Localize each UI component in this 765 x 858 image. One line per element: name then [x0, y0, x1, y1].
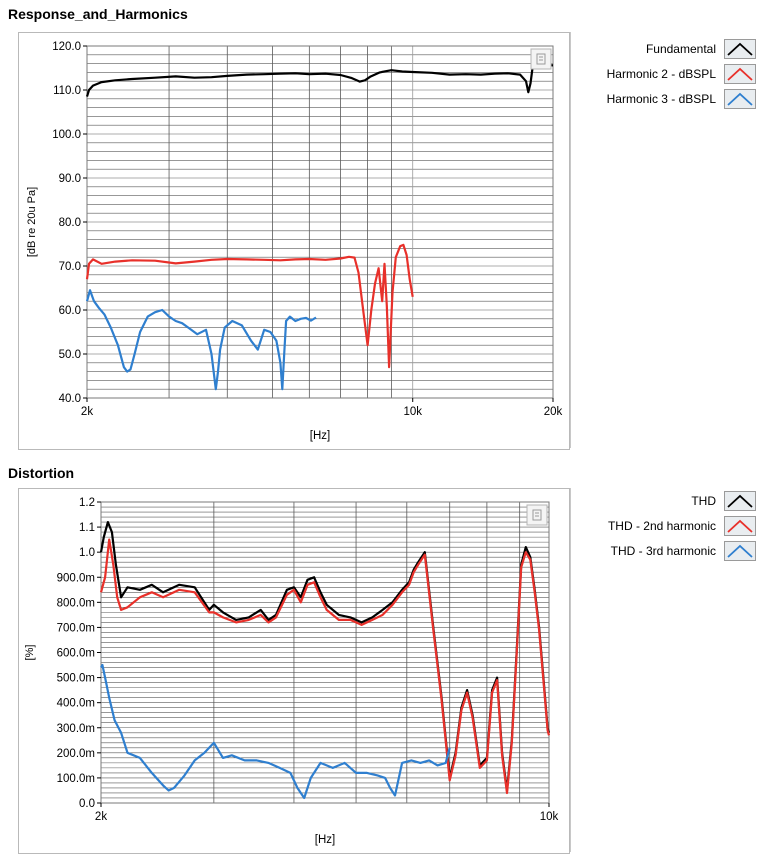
legend-item-fundamental[interactable]: Fundamental [646, 38, 756, 60]
graph-palette-icon[interactable] [526, 504, 548, 526]
y-tick-label: 70.0 [59, 261, 81, 273]
distortion-graph-frame: 0.0 100.0m 200.0m 300.0m 400.0m 500.0m 600.0m 7… [18, 488, 570, 854]
legend-label: Harmonic 2 - dBSPL [606, 67, 716, 81]
y-tick-label: 400.0m [57, 698, 95, 710]
y-axis-label: [dB re 20u Pa] [26, 187, 38, 257]
legend-item-thd-2nd[interactable]: THD - 2nd harmonic [608, 515, 756, 537]
x-tick-label: 2k [81, 406, 93, 418]
response-graph-frame: 40.0 50.0 60.0 70.0 80.0 90.0 100.0 110.0 120.0 2… [18, 32, 570, 450]
y-tick-label: 120.0 [52, 41, 81, 53]
y-tick-label: 0.0 [79, 798, 95, 810]
y-tick-label: 1.0 [79, 547, 95, 559]
x-tick-label: 10k [540, 811, 559, 823]
legend-swatch[interactable] [724, 541, 756, 561]
x-axis-label: [Hz] [310, 430, 330, 442]
legend-swatch[interactable] [724, 516, 756, 536]
y-tick-label: 1.2 [79, 497, 95, 509]
y-tick-label: 80.0 [59, 217, 81, 229]
legend-swatch[interactable] [724, 491, 756, 511]
distortion-legend: THD THD - 2nd harmonic THD - 3rd harmoni… [570, 488, 765, 852]
legend-swatch[interactable] [724, 39, 756, 59]
y-tick-label: 60.0 [59, 305, 81, 317]
legend-swatch[interactable] [724, 89, 756, 109]
y-tick-label: 1.1 [79, 522, 95, 534]
y-tick-label: 300.0m [57, 723, 95, 735]
y-tick-label: 100.0m [57, 773, 95, 785]
legend-item-thd[interactable]: THD [691, 490, 756, 512]
y-tick-label: 500.0m [57, 673, 95, 685]
series-line-3 [100, 663, 451, 800]
legend-label: THD - 2nd harmonic [607, 519, 716, 533]
y-tick-label: 40.0 [59, 393, 81, 405]
legend-label: THD - 3rd harmonic [610, 544, 716, 558]
legend-item-harmonic-2[interactable]: Harmonic 2 - dBSPL [607, 63, 756, 85]
legend-item-harmonic-3[interactable]: Harmonic 3 - dBSPL [607, 88, 756, 110]
series-line-2 [85, 243, 414, 369]
chart-title-response: Response_and_Harmonics [8, 6, 188, 22]
y-tick-label: 90.0 [59, 173, 81, 185]
plot-grid [100, 501, 550, 804]
series-line-2 [99, 538, 551, 795]
graph-palette-icon[interactable] [530, 48, 552, 70]
y-tick-label: 100.0 [52, 129, 81, 141]
series-line-3 [85, 289, 317, 391]
y-tick-label: 200.0m [57, 748, 95, 760]
x-tick-label: 10k [403, 406, 422, 418]
y-tick-label: 110.0 [53, 85, 81, 97]
y-tick-label: 800.0m [57, 597, 95, 609]
response-chart: 40.0 50.0 60.0 70.0 80.0 90.0 100.0 110.0 120.0 2… [26, 41, 563, 442]
x-tick-label: 20k [544, 406, 563, 418]
response-legend: Fundamental Harmonic 2 - dBSPL Harmonic … [570, 32, 765, 448]
y-tick-label: 900.0m [57, 572, 95, 584]
x-tick-label: 2k [95, 811, 107, 823]
x-axis-label: [Hz] [315, 834, 335, 846]
y-tick-label: 700.0m [57, 622, 95, 634]
y-tick-label: 600.0m [57, 648, 95, 660]
legend-item-thd-3rd[interactable]: THD - 3rd harmonic [611, 540, 756, 562]
y-tick-label: 50.0 [59, 349, 81, 361]
plot-grid [86, 45, 554, 399]
legend-label: Fundamental [645, 42, 716, 56]
chart-title-distortion: Distortion [8, 465, 75, 481]
legend-label: THD [691, 494, 716, 508]
y-axis-label: [%] [24, 645, 36, 661]
distortion-chart: 0.0 100.0m 200.0m 300.0m 400.0m 500.0m 600.0m 7… [24, 497, 559, 846]
legend-label: Harmonic 3 - dBSPL [606, 92, 716, 106]
series-line-1 [85, 62, 554, 97]
legend-swatch[interactable] [724, 64, 756, 84]
